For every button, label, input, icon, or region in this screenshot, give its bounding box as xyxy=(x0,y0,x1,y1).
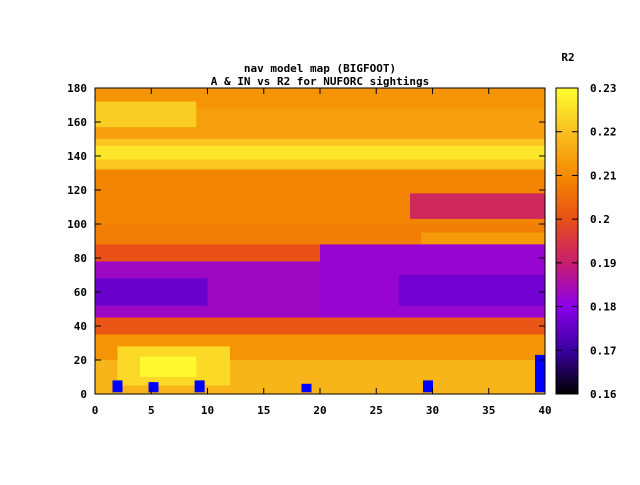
colorbar-tick-label: 0.16 xyxy=(590,388,617,401)
x-tick-label: 5 xyxy=(148,404,155,417)
colorbar-axis: 0.16 0.17 0.18 0.19 0.2 0.21 0.22 0.23 xyxy=(556,82,617,401)
colorbar-tick-label: 0.23 xyxy=(590,82,617,95)
colorbar-tick-label: 0.22 xyxy=(590,126,617,139)
heatmap-cell xyxy=(95,317,545,335)
x-tick-label: 15 xyxy=(257,404,270,417)
heatmap-cell xyxy=(95,101,197,128)
heatmap-cell xyxy=(95,278,208,306)
y-tick-label: 140 xyxy=(67,150,87,163)
x-tick-label: 25 xyxy=(370,404,383,417)
x-tick-label: 35 xyxy=(482,404,495,417)
x-tick-label: 10 xyxy=(201,404,214,417)
y-tick-label: 20 xyxy=(74,354,87,367)
colorbar-label: R2 xyxy=(561,51,574,64)
heatmap-cell xyxy=(410,193,545,219)
heatmap-cell xyxy=(398,275,545,306)
chart-title-line-1: nav model map (BIGFOOT) xyxy=(244,62,396,75)
plot-area xyxy=(95,88,545,394)
chart-title-line-2: A & IN vs R2 for NUFORC sightings xyxy=(211,75,430,88)
x-tick-label: 0 xyxy=(92,404,99,417)
colorbar-tick-label: 0.18 xyxy=(590,301,617,314)
colorbar-tick-label: 0.2 xyxy=(590,213,610,226)
y-tick-label: 60 xyxy=(74,286,87,299)
data-marker xyxy=(148,382,159,393)
heatmap-cell xyxy=(421,232,545,245)
heatmap-cell xyxy=(140,356,197,377)
x-tick-label: 20 xyxy=(313,404,326,417)
y-tick-label: 160 xyxy=(67,116,87,129)
y-tick-label: 80 xyxy=(74,252,87,265)
heatmap-cell xyxy=(95,145,545,160)
y-tick-label: 0 xyxy=(80,388,87,401)
x-tick-label: 40 xyxy=(538,404,551,417)
data-marker xyxy=(423,380,433,393)
data-marker xyxy=(112,380,123,393)
data-marker xyxy=(194,380,205,393)
axes: 0 5 10 15 20 25 30 35 40 0 20 40 60 80 100 120 140 160 180 xyxy=(67,82,552,417)
data-marker xyxy=(535,354,545,393)
x-tick-label: 30 xyxy=(426,404,439,417)
marker-group xyxy=(112,354,545,393)
colorbar-tick-label: 0.19 xyxy=(590,257,617,270)
colorbar xyxy=(555,87,579,395)
colorbar-tick-label: 0.21 xyxy=(590,169,617,182)
y-tick-label: 120 xyxy=(67,184,87,197)
y-tick-label: 180 xyxy=(67,82,87,95)
y-tick-label: 40 xyxy=(74,320,87,333)
colorbar-tick-label: 0.17 xyxy=(590,344,617,357)
data-marker xyxy=(301,383,312,393)
y-tick-label: 100 xyxy=(67,218,87,231)
